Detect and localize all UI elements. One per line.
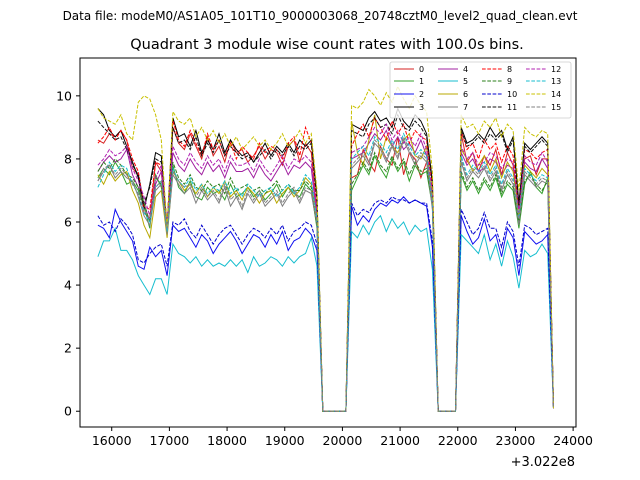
legend-label-3: 3	[419, 103, 424, 112]
x-tick-label: 24000	[553, 433, 593, 448]
y-tick-label: 8	[64, 151, 72, 166]
x-tick-label: 21000	[380, 433, 420, 448]
x-tick-label: 20000	[323, 433, 363, 448]
axes-frame	[79, 57, 577, 428]
plot-area	[79, 57, 577, 428]
legend-label-10: 10	[507, 90, 517, 99]
x-tick-label: 16000	[92, 433, 132, 448]
x-axis: 16000 17000 18000 19000 20000 21000 22000 23000…	[92, 427, 593, 448]
series-layer	[97, 85, 554, 412]
legend-label-8: 8	[507, 65, 512, 74]
legend-label-13: 13	[551, 77, 561, 86]
legend-label-5: 5	[463, 77, 468, 86]
y-axis: 0 2 4 6 8 10	[56, 88, 80, 419]
legend-label-6: 6	[463, 90, 468, 99]
series-line-15	[97, 135, 554, 412]
legend-label-14: 14	[551, 90, 561, 99]
y-tick-label: 4	[64, 278, 72, 293]
legend-label-4: 4	[463, 65, 468, 74]
series-line-13	[97, 132, 554, 412]
legend-label-9: 9	[507, 77, 512, 86]
y-tick-label: 0	[64, 404, 72, 419]
legend-box	[389, 61, 572, 119]
legend-label-15: 15	[551, 103, 561, 112]
legend-label-12: 12	[551, 65, 561, 74]
x-offset-label: +3.022e8	[511, 455, 575, 470]
legend-label-1: 1	[419, 77, 424, 86]
y-tick-label: 2	[64, 341, 72, 356]
legend-label-11: 11	[507, 103, 517, 112]
legend-label-7: 7	[463, 103, 468, 112]
x-tick-label: 17000	[150, 433, 190, 448]
y-tick-label: 10	[56, 88, 72, 103]
x-tick-label: 18000	[207, 433, 247, 448]
chart-title: Quadrant 3 module wise count rates with …	[130, 37, 524, 53]
y-tick-label: 6	[64, 215, 72, 230]
legend-label-2: 2	[419, 90, 424, 99]
x-tick-label: 19000	[265, 433, 305, 448]
x-tick-label: 23000	[496, 433, 536, 448]
x-tick-label: 22000	[438, 433, 478, 448]
legend-label-0: 0	[419, 65, 424, 74]
suptitle: Data file: modeM0/AS1A05_101T10_90000030…	[63, 9, 578, 23]
